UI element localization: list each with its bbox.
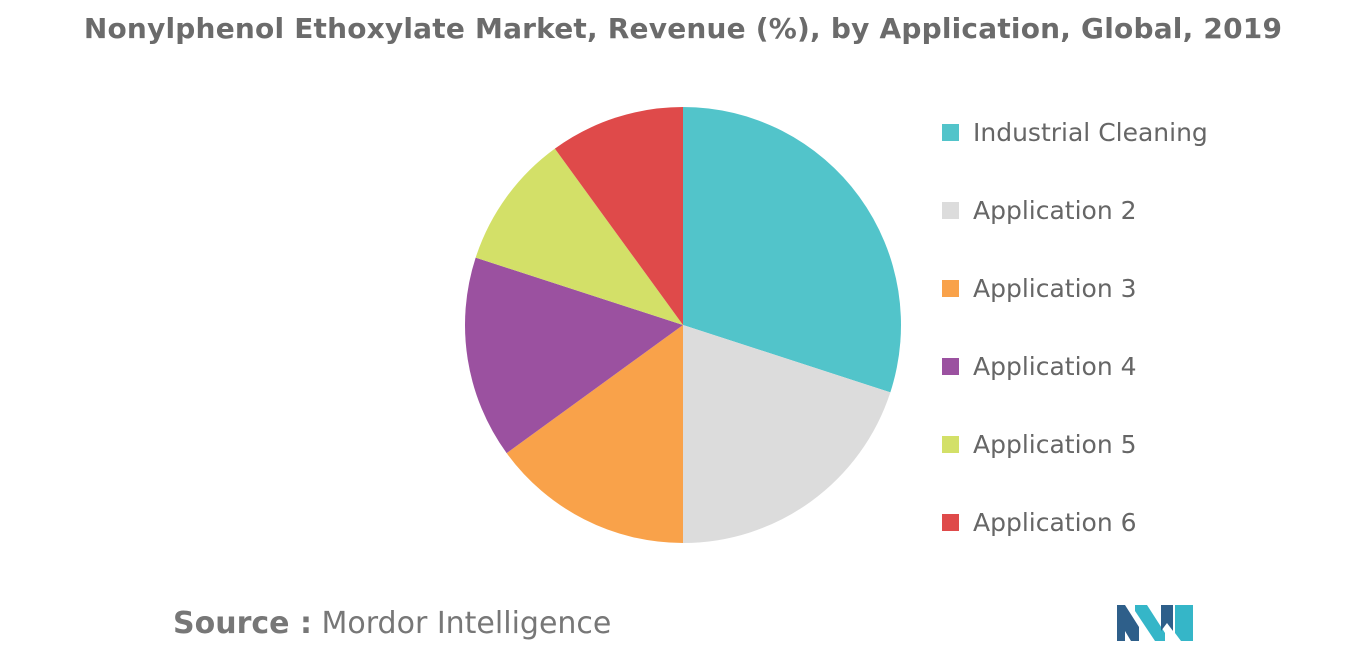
legend-label: Industrial Cleaning xyxy=(973,117,1208,147)
source-caption: Source : Mordor Intelligence xyxy=(173,606,611,641)
legend-item: Application 3 xyxy=(942,268,1137,308)
legend-swatch xyxy=(942,279,959,297)
source-name: Mordor Intelligence xyxy=(321,606,612,641)
chart-title: Nonylphenol Ethoxylate Market, Revenue (… xyxy=(83,12,1283,45)
legend-item: Application 4 xyxy=(942,346,1137,386)
legend-item: Application 2 xyxy=(942,190,1137,230)
legend-swatch xyxy=(942,357,959,375)
legend-label: Application 4 xyxy=(973,351,1137,381)
legend-label: Application 3 xyxy=(973,273,1137,303)
legend-swatch xyxy=(942,435,959,453)
source-label: Source : xyxy=(173,606,312,641)
legend-item: Industrial Cleaning xyxy=(942,112,1208,152)
pie-slice-3 xyxy=(506,325,683,543)
pie-slice-1 xyxy=(683,107,902,393)
pie-slice-5 xyxy=(475,148,683,325)
legend-label: Application 5 xyxy=(973,429,1137,459)
pie-slice-2 xyxy=(683,325,891,543)
legend-item: Application 5 xyxy=(942,424,1137,464)
pie-slice-4 xyxy=(465,257,683,454)
legend-label: Application 2 xyxy=(973,195,1137,225)
legend-swatch xyxy=(942,123,959,141)
legend-item: Application 6 xyxy=(942,502,1137,542)
legend-label: Application 6 xyxy=(973,507,1137,537)
mordor-intelligence-logo-icon xyxy=(1117,605,1193,641)
legend-swatch xyxy=(942,201,959,219)
legend-swatch xyxy=(942,513,959,531)
pie-slice-6 xyxy=(554,107,683,325)
